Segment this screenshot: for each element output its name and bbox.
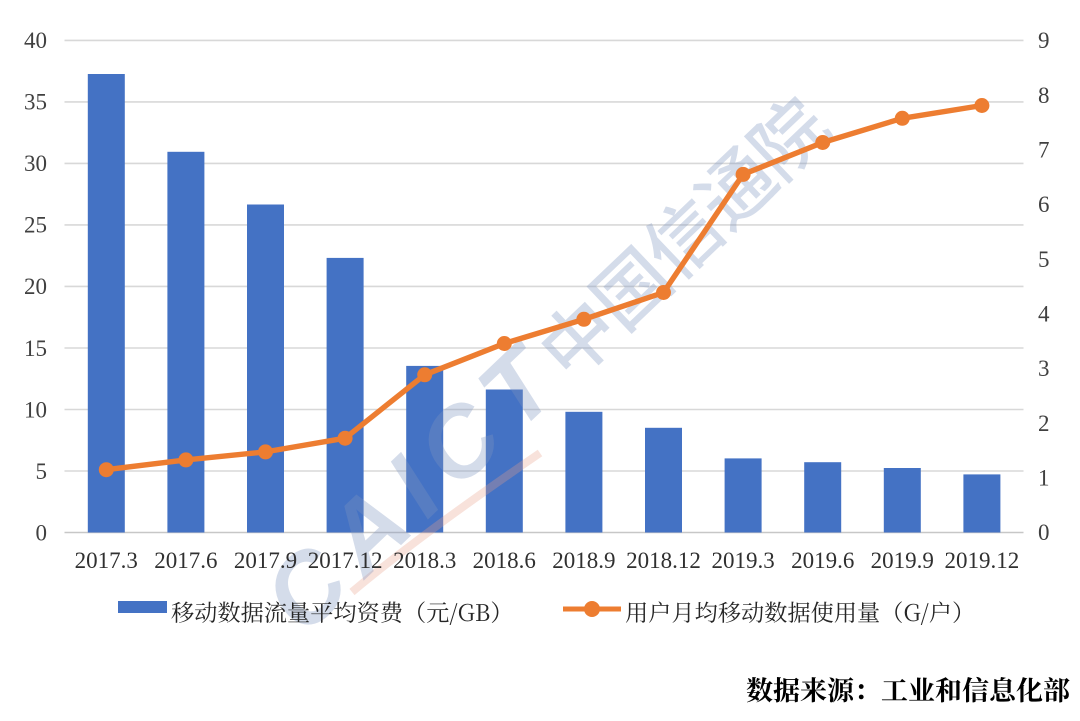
svg-text:1: 1 (1038, 466, 1050, 491)
svg-text:2019.3: 2019.3 (711, 548, 774, 573)
svg-text:2017.12: 2017.12 (308, 548, 383, 573)
svg-text:15: 15 (24, 336, 47, 361)
svg-text:35: 35 (24, 90, 47, 115)
svg-text:6: 6 (1038, 192, 1050, 217)
svg-text:30: 30 (24, 151, 47, 176)
svg-text:8: 8 (1038, 83, 1050, 108)
svg-text:0: 0 (1038, 520, 1050, 545)
svg-text:2019.6: 2019.6 (791, 548, 854, 573)
svg-text:2017.9: 2017.9 (234, 548, 297, 573)
svg-text:9: 9 (1038, 28, 1050, 53)
svg-text:3: 3 (1038, 356, 1050, 381)
svg-text:20: 20 (24, 274, 47, 299)
svg-text:5: 5 (36, 459, 48, 484)
svg-text:2017.3: 2017.3 (75, 548, 138, 573)
svg-text:2017.6: 2017.6 (154, 548, 217, 573)
svg-text:10: 10 (24, 397, 47, 422)
svg-text:2019.12: 2019.12 (945, 548, 1020, 573)
svg-text:5: 5 (1038, 247, 1050, 272)
svg-text:2018.3: 2018.3 (393, 548, 456, 573)
svg-text:2018.6: 2018.6 (473, 548, 536, 573)
svg-text:2018.12: 2018.12 (626, 548, 701, 573)
svg-text:4: 4 (1038, 302, 1050, 327)
svg-text:2018.9: 2018.9 (552, 548, 615, 573)
svg-text:2019.9: 2019.9 (871, 548, 934, 573)
svg-text:0: 0 (36, 520, 48, 545)
svg-text:7: 7 (1038, 138, 1050, 163)
svg-text:40: 40 (24, 28, 47, 53)
svg-text:2: 2 (1038, 411, 1050, 436)
svg-text:25: 25 (24, 213, 47, 238)
